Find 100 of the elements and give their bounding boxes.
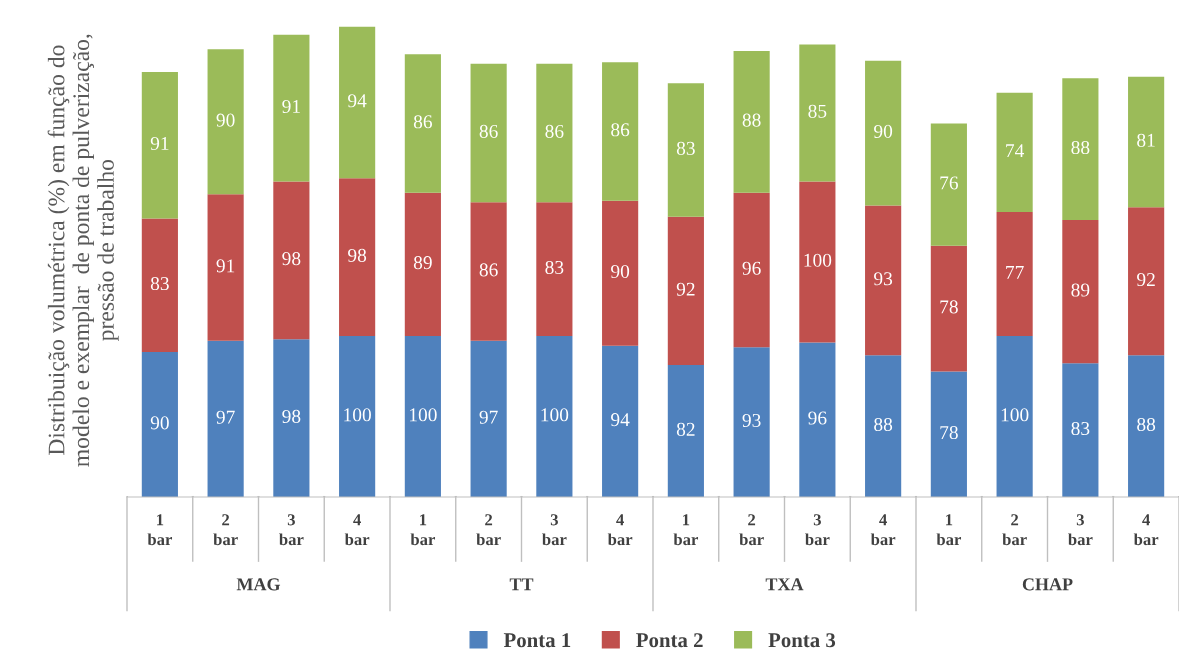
x-tick-label: 1 bar [936, 514, 962, 546]
bar [536, 335, 573, 497]
x-tick-label: 4 bar [607, 514, 633, 546]
data-label: 83 [545, 260, 564, 275]
data-label: 86 [479, 124, 498, 138]
bar [602, 345, 639, 497]
data-label: 92 [676, 282, 695, 296]
data-label: 93 [742, 413, 761, 427]
data-label: 98 [282, 409, 301, 423]
bar [865, 60, 902, 206]
data-label: 97 [216, 410, 235, 424]
data-label: 89 [1071, 283, 1090, 297]
x-tick-label: 1 bar [410, 514, 436, 546]
data-label: 91 [150, 136, 169, 151]
x-tick-label: 2 bar [1002, 514, 1027, 546]
data-label: 83 [150, 277, 169, 291]
x-tick-label: 4 bar [870, 514, 896, 546]
data-label: 86 [545, 124, 564, 138]
bar [141, 352, 178, 497]
data-label: 88 [1071, 140, 1090, 155]
x-tick-label: 1 bar [673, 514, 699, 546]
data-label: 86 [479, 263, 498, 277]
x-tick-label: 4 bar [1133, 514, 1159, 546]
data-label: 100 [344, 408, 371, 422]
bar [207, 194, 244, 341]
bar [996, 335, 1033, 497]
bar [339, 26, 376, 179]
data-label: 83 [1071, 421, 1090, 436]
data-label: 89 [413, 256, 432, 270]
x-tick-label: 1 bar [147, 514, 173, 546]
bar [536, 202, 573, 336]
legend-label: Ponta 3 [768, 633, 836, 648]
bar [273, 339, 310, 497]
bar [602, 200, 639, 346]
bar [1062, 220, 1099, 364]
data-label: 85 [808, 104, 827, 118]
bar [1128, 355, 1165, 497]
bar [404, 192, 441, 336]
legend-label: Ponta 2 [636, 633, 703, 648]
bar [667, 216, 704, 365]
data-label: 98 [282, 252, 301, 266]
data-label: 88 [1137, 417, 1156, 432]
data-label: 92 [1137, 273, 1155, 287]
bar [141, 71, 178, 219]
bar [799, 342, 836, 497]
bar [141, 218, 178, 353]
data-label: 98 [348, 248, 367, 262]
data-label: 97 [479, 410, 498, 424]
bar [996, 211, 1033, 336]
bar [207, 340, 244, 497]
data-label: 77 [1006, 265, 1024, 279]
data-label: 78 [940, 300, 958, 314]
text: TT [509, 578, 534, 591]
bar [865, 355, 902, 497]
data-label: 74 [1006, 144, 1025, 158]
data-label: 91 [282, 99, 300, 113]
bar [207, 49, 244, 195]
text: MAG [236, 578, 281, 591]
bar [799, 44, 836, 182]
data-label: 82 [676, 422, 695, 436]
bar [733, 347, 770, 497]
data-label: 91 [216, 259, 235, 273]
text: TXA [765, 578, 804, 591]
bar [404, 54, 441, 193]
data-label: 90 [150, 416, 169, 430]
bar [1062, 78, 1099, 221]
bar [930, 245, 967, 372]
data-label: 100 [410, 408, 437, 422]
bar [733, 192, 770, 348]
data-label: 90 [216, 113, 235, 127]
data-label: 88 [874, 417, 893, 432]
bar [339, 178, 376, 336]
bar [930, 123, 967, 246]
data-label: 90 [611, 264, 630, 279]
bar [733, 50, 770, 193]
data-label: 86 [611, 123, 630, 137]
data-label: 93 [874, 272, 893, 286]
bar [930, 371, 967, 497]
data-label: 94 [611, 413, 630, 427]
bar [470, 63, 507, 203]
data-label: 86 [413, 115, 433, 129]
bar [404, 335, 441, 497]
x-tick-label: 3 bar [805, 514, 830, 546]
bar [602, 62, 639, 201]
bar [273, 181, 310, 340]
bar [339, 335, 376, 497]
data-label: 78 [940, 425, 958, 440]
data-label: 83 [676, 141, 695, 155]
data-label: 100 [541, 408, 569, 422]
data-label: 88 [742, 113, 761, 127]
data-label: 96 [808, 411, 827, 425]
bar [865, 205, 902, 356]
data-label: 94 [348, 94, 367, 108]
bar [799, 181, 836, 343]
bar [273, 34, 310, 182]
text: CHAP [1022, 578, 1073, 591]
data-label: 100 [804, 253, 832, 267]
legend-label: Ponta 1 [503, 633, 571, 648]
data-label: 90 [874, 124, 893, 138]
x-tick-label: 4 bar [344, 514, 370, 546]
